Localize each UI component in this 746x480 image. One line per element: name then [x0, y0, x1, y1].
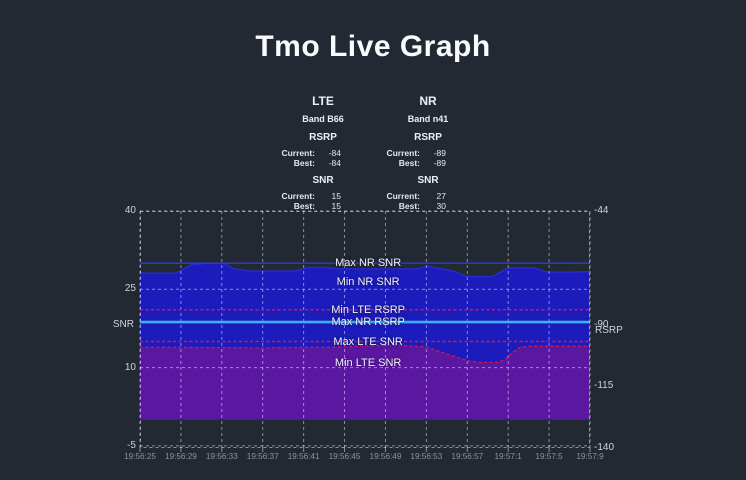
- rsrp-section: RSRP Current: -84 Best: -84: [277, 132, 369, 168]
- right-axis-title: RSRP: [595, 325, 623, 336]
- tech-label: NR: [419, 94, 437, 108]
- y-right-tick-label: -115: [594, 380, 614, 392]
- rsrp-section: RSRP Current: -89 Best: -89: [382, 132, 474, 168]
- section-title: SNR: [417, 175, 439, 186]
- trace-lte-snr: [139, 344, 590, 364]
- y-left-tick-label: 10: [124, 361, 136, 373]
- stat-row: Best: -89: [386, 158, 446, 168]
- stat-value: -84: [328, 158, 341, 168]
- stat-row: Best: -84: [281, 158, 341, 168]
- x-tick-label: 19:57:9: [576, 452, 604, 461]
- stat-value: 15: [331, 201, 341, 211]
- stat-label: Current:: [386, 148, 420, 158]
- live-chart: Max NR SNR Min NR SNR Min LTE RSRP Max NR R…: [139, 210, 591, 453]
- x-tick-label: 19:56:33: [205, 452, 238, 461]
- x-tick-label: 19:57:5: [535, 452, 563, 461]
- y-right-tick-label: -140: [594, 442, 615, 453]
- x-tick-label: 19:56:29: [164, 452, 197, 461]
- y-left-tick-label: -5: [127, 439, 136, 451]
- chart-label-max-nr-rsrp: Max NR RSRP: [331, 316, 405, 329]
- stat-row: Current: 27: [386, 191, 446, 201]
- left-axis-title: SNR: [112, 319, 134, 330]
- chart-label-max-lte-snr: Max LTE SNR: [333, 335, 403, 348]
- area-lte-snr: [140, 345, 590, 420]
- stat-row: Best: 30: [386, 201, 446, 211]
- stat-value: -84: [328, 148, 341, 158]
- stat-label: Current:: [281, 148, 315, 158]
- stat-label: Current:: [386, 191, 420, 201]
- snr-section: SNR Current: 15 Best: 15: [277, 175, 369, 211]
- chart-label-min-lte-snr: Min LTE SNR: [334, 357, 402, 370]
- x-tick-label: 19:57:1: [494, 452, 522, 461]
- section-title: RSRP: [309, 132, 337, 143]
- snr-section: SNR Current: 27 Best: 30: [382, 175, 474, 211]
- stat-label: Best:: [293, 158, 315, 168]
- y-left-tick-label: 25: [124, 283, 136, 295]
- y-right-tick-label: -44: [594, 205, 609, 216]
- x-tick-label: 19:56:37: [246, 452, 279, 461]
- stat-label: Best:: [398, 201, 420, 211]
- x-tick-label: 19:56:49: [369, 452, 402, 461]
- stat-row: Best: 15: [281, 201, 341, 211]
- x-tick-label: 19:56:45: [328, 452, 361, 461]
- page-title: Tmo Live Graph: [255, 30, 491, 63]
- x-tick-label: 19:56:57: [451, 452, 484, 461]
- stat-label: Best:: [293, 201, 315, 211]
- stats-column-nr: NR Band n41 RSRP Current: -89 Best: -89 …: [382, 94, 474, 212]
- stat-value: 27: [436, 191, 446, 201]
- stat-row: Current: -84: [281, 148, 341, 158]
- stat-label: Current:: [281, 191, 315, 201]
- tech-label: LTE: [312, 94, 334, 108]
- stat-row: Current: 15: [281, 191, 341, 201]
- x-tick-label: 19:56:41: [287, 452, 320, 461]
- y-left-tick-label: 40: [124, 205, 136, 216]
- stat-value: 30: [436, 201, 446, 211]
- chart-label-max-nr-snr: Max NR SNR: [335, 257, 402, 270]
- stat-row: Current: -89: [386, 148, 446, 158]
- chart-label-min-nr-snr: Min NR SNR: [336, 275, 400, 288]
- band-label: Band B66: [302, 114, 344, 124]
- chart-label-min-lte-rsrp: Min LTE RSRP: [331, 303, 406, 316]
- stat-value: -89: [433, 158, 446, 168]
- band-label: Band n41: [407, 114, 449, 124]
- section-title: SNR: [312, 175, 334, 186]
- chart-canvas: [139, 210, 591, 452]
- stat-value: -89: [433, 148, 446, 158]
- stat-value: 15: [331, 191, 341, 201]
- stats-column-lte: LTE Band B66 RSRP Current: -84 Best: -84…: [277, 94, 369, 212]
- x-tick-label: 19:56:25: [124, 452, 156, 461]
- section-title: RSRP: [414, 132, 442, 143]
- x-tick-label: 19:56:53: [410, 452, 443, 461]
- stat-label: Best:: [398, 158, 420, 168]
- y-right-tick-label: -90: [594, 318, 609, 330]
